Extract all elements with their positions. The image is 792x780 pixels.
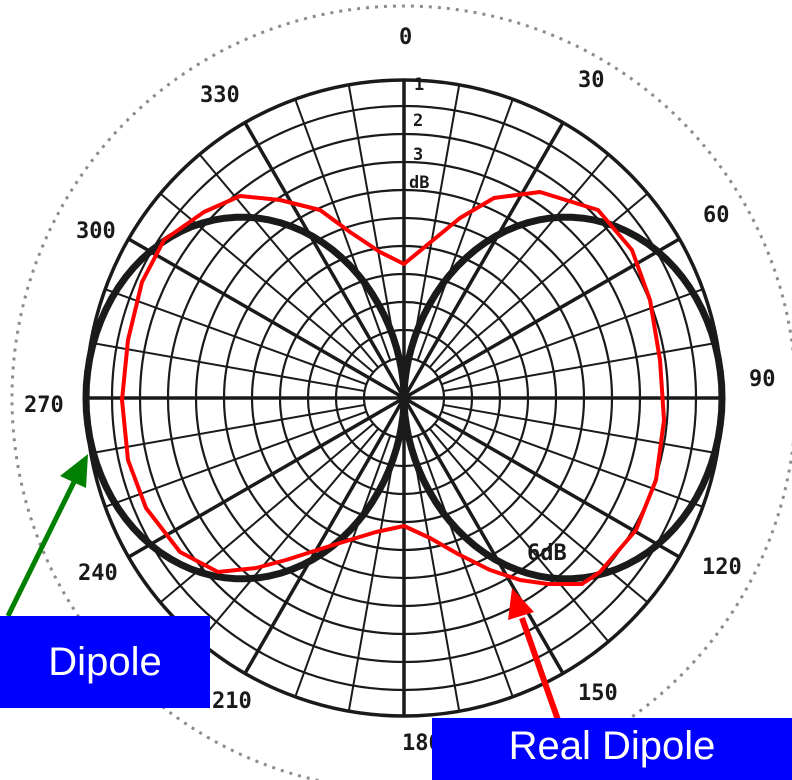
angle-label-0: 0 xyxy=(399,25,412,50)
grid-spoke xyxy=(90,403,365,455)
radial-label-3: 3 xyxy=(413,145,423,165)
angle-label-330: 330 xyxy=(200,83,240,108)
real-dipole-arrowhead xyxy=(508,588,534,620)
angle-label-210: 210 xyxy=(212,689,252,714)
grid-spoke xyxy=(443,341,718,393)
grid-spoke xyxy=(243,121,406,399)
grid-spoke xyxy=(428,427,610,643)
real-dipole-arrow xyxy=(519,617,561,721)
grid-spoke xyxy=(409,437,461,712)
angle-label-270: 270 xyxy=(24,393,64,418)
real-dipole-pattern xyxy=(120,190,666,586)
angle-label-150: 150 xyxy=(578,681,618,706)
grid-spoke xyxy=(198,153,380,369)
grid-spoke xyxy=(441,410,704,508)
grid-spoke xyxy=(443,403,718,455)
dipole-arrow xyxy=(5,480,77,618)
grid-spoke xyxy=(243,397,406,675)
grid-spoke xyxy=(409,84,461,359)
dipole-arrowhead xyxy=(60,454,88,488)
grid-spoke xyxy=(347,437,399,712)
grid-spoke xyxy=(347,84,399,359)
grid-spoke xyxy=(104,410,367,508)
angle-label-240: 240 xyxy=(78,561,118,586)
radial-label-2: 2 xyxy=(413,111,423,131)
radiation-patterns xyxy=(82,190,726,586)
inner-db-annotation: 6dB xyxy=(527,541,567,566)
angle-labels: 0 30 60 90 120 150 180 210 240 270 300 3… xyxy=(24,25,776,756)
angle-label-60: 60 xyxy=(703,203,730,228)
grid-spoke xyxy=(402,397,565,675)
real-dipole-callout-text: Real Dipole xyxy=(508,724,716,768)
radial-label-db: dB xyxy=(409,173,429,193)
grid-spoke xyxy=(127,237,405,400)
grid-spoke xyxy=(441,288,704,386)
grid-spoke xyxy=(104,288,367,386)
grid-spoke xyxy=(416,435,514,698)
outer-dashed-ring xyxy=(10,4,792,780)
dipole-callout: Dipole xyxy=(0,616,210,708)
angle-label-30: 30 xyxy=(578,68,605,93)
dipole-callout-text: Dipole xyxy=(48,640,162,684)
grid-spoke xyxy=(428,153,610,369)
angle-label-90: 90 xyxy=(749,367,776,392)
radial-label-1: 1 xyxy=(414,75,424,95)
grid-spoke xyxy=(198,427,380,643)
grid-spoke xyxy=(127,396,405,559)
grid-spoke xyxy=(90,341,365,393)
grid-spoke xyxy=(294,435,392,698)
grid-spoke xyxy=(416,98,514,361)
angle-label-300: 300 xyxy=(76,219,116,244)
grid-spoke xyxy=(403,237,681,400)
grid-spoke xyxy=(294,98,392,361)
outer-dashed-circle xyxy=(10,4,792,780)
grid-spoke xyxy=(402,121,565,399)
angle-label-120: 120 xyxy=(702,555,742,580)
callout-arrows xyxy=(5,454,561,721)
real-dipole-callout: Real Dipole xyxy=(432,718,792,780)
